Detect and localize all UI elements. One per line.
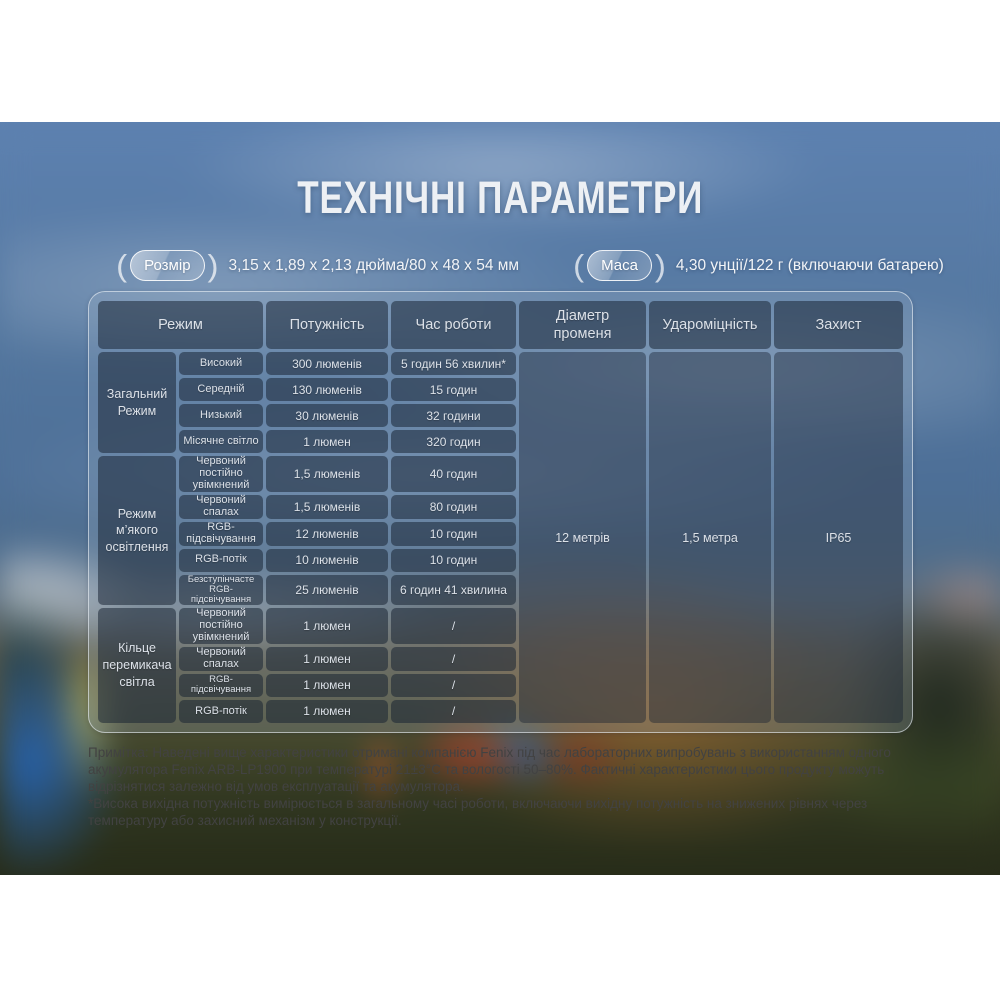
runtime-cell: / — [391, 699, 516, 723]
power-cell: 1 люмен — [266, 673, 388, 697]
note-asterisk: *Висока вихідна потужність вимірюється в… — [88, 796, 868, 828]
power-cell: 10 люменів — [266, 548, 388, 572]
mode-cell: Безступінчасте RGB-підсвічування — [179, 574, 263, 606]
power-cell: 1 люмен — [266, 699, 388, 723]
runtime-cell: / — [391, 608, 516, 645]
mode-cell: RGB-потік — [179, 699, 263, 723]
mass-spec: ( Маса ) 4,30 унції/122 г (включаючи бат… — [573, 250, 944, 281]
header-beam-diameter: Діаметр променя — [519, 301, 646, 349]
power-cell: 30 люменів — [266, 404, 388, 428]
power-cell: 1,5 люменів — [266, 456, 388, 493]
power-cell: 1 люмен — [266, 647, 388, 671]
spec-table-panel: Режим Потужність Час роботи Діаметр пром… — [88, 291, 913, 733]
spec-table: Режим Потужність Час роботи Діаметр пром… — [98, 301, 903, 723]
power-cell: 1 люмен — [266, 608, 388, 645]
power-cell: 25 люменів — [266, 574, 388, 606]
runtime-cell: 10 годин — [391, 548, 516, 572]
runtime-cell: 10 годин — [391, 521, 516, 546]
mode-cell: Червоний постійно увімкнений — [179, 608, 263, 645]
header-impact-resistance: Удароміцність — [649, 301, 771, 349]
runtime-cell: / — [391, 647, 516, 671]
power-cell: 12 люменів — [266, 521, 388, 546]
note-primary: Примітка: Наведені вище характеристики о… — [88, 745, 891, 794]
runtime-cell: 6 годин 41 хвилина — [391, 574, 516, 606]
mode-cell: Червоний постійно увімкнений — [179, 456, 263, 493]
group-label-switch-ring: Кільце перемикача світла — [98, 608, 176, 723]
mode-cell: RGB-підсвічування — [179, 521, 263, 546]
mode-cell: RGB-потік — [179, 548, 263, 572]
runtime-cell: 15 годин — [391, 378, 516, 402]
footnotes: Примітка: Наведені вище характеристики о… — [88, 744, 940, 829]
spec-badges: ( Розмір ) 3,15 x 1,89 x 2,13 дюйма/80 x… — [0, 250, 1000, 281]
runtime-cell: 32 години — [391, 404, 516, 428]
mode-cell: Місячне світло — [179, 430, 263, 454]
power-cell: 300 люменів — [266, 352, 388, 376]
runtime-cell: / — [391, 673, 516, 697]
header-mode: Режим — [98, 301, 263, 349]
right-arc-icon: ) — [654, 248, 666, 283]
group-label-general-mode: Загальний Режим — [98, 352, 176, 454]
mode-cell: Червоний спалах — [179, 494, 263, 519]
mode-cell: Низький — [179, 404, 263, 428]
page-title-text: ТЕХНІЧНІ ПАРАМЕТРИ — [297, 172, 703, 223]
impact-resistance-value: 1,5 метра — [649, 352, 771, 723]
power-cell: 1 люмен — [266, 430, 388, 454]
right-arc-icon: ) — [207, 248, 219, 283]
beam-diameter-value: 12 метрів — [519, 352, 646, 723]
header-protection: Захист — [774, 301, 903, 349]
left-arc-icon: ( — [573, 248, 585, 283]
left-arc-icon: ( — [116, 248, 128, 283]
mass-value: 4,30 унції/122 г (включаючи батарею) — [675, 256, 944, 274]
size-value: 3,15 x 1,89 x 2,13 дюйма/80 x 48 x 54 мм — [228, 256, 520, 274]
runtime-cell: 40 годин — [391, 456, 516, 493]
protection-rating-value: IP65 — [774, 352, 903, 723]
runtime-cell: 80 годин — [391, 495, 516, 519]
mode-cell: RGB-підсвічування — [179, 673, 263, 697]
power-cell: 1,5 люменів — [266, 495, 388, 519]
mode-cell: Середній — [179, 378, 263, 402]
header-runtime: Час роботи — [391, 301, 516, 349]
size-pill: Розмір — [130, 250, 205, 281]
mode-cell: Червоний спалах — [179, 646, 263, 671]
runtime-cell: 5 годин 56 хвилин* — [391, 352, 516, 376]
page-title: ТЕХНІЧНІ ПАРАМЕТРИ — [0, 172, 1000, 224]
header-power: Потужність — [266, 301, 388, 349]
size-spec: ( Розмір ) 3,15 x 1,89 x 2,13 дюйма/80 x… — [116, 250, 519, 281]
runtime-cell: 320 годин — [391, 430, 516, 454]
mode-cell: Високий — [179, 352, 263, 376]
power-cell: 130 люменів — [266, 378, 388, 402]
group-label-soft-light-mode: Режим м’якого освітлення — [98, 456, 176, 606]
mass-pill: Маса — [587, 250, 652, 281]
